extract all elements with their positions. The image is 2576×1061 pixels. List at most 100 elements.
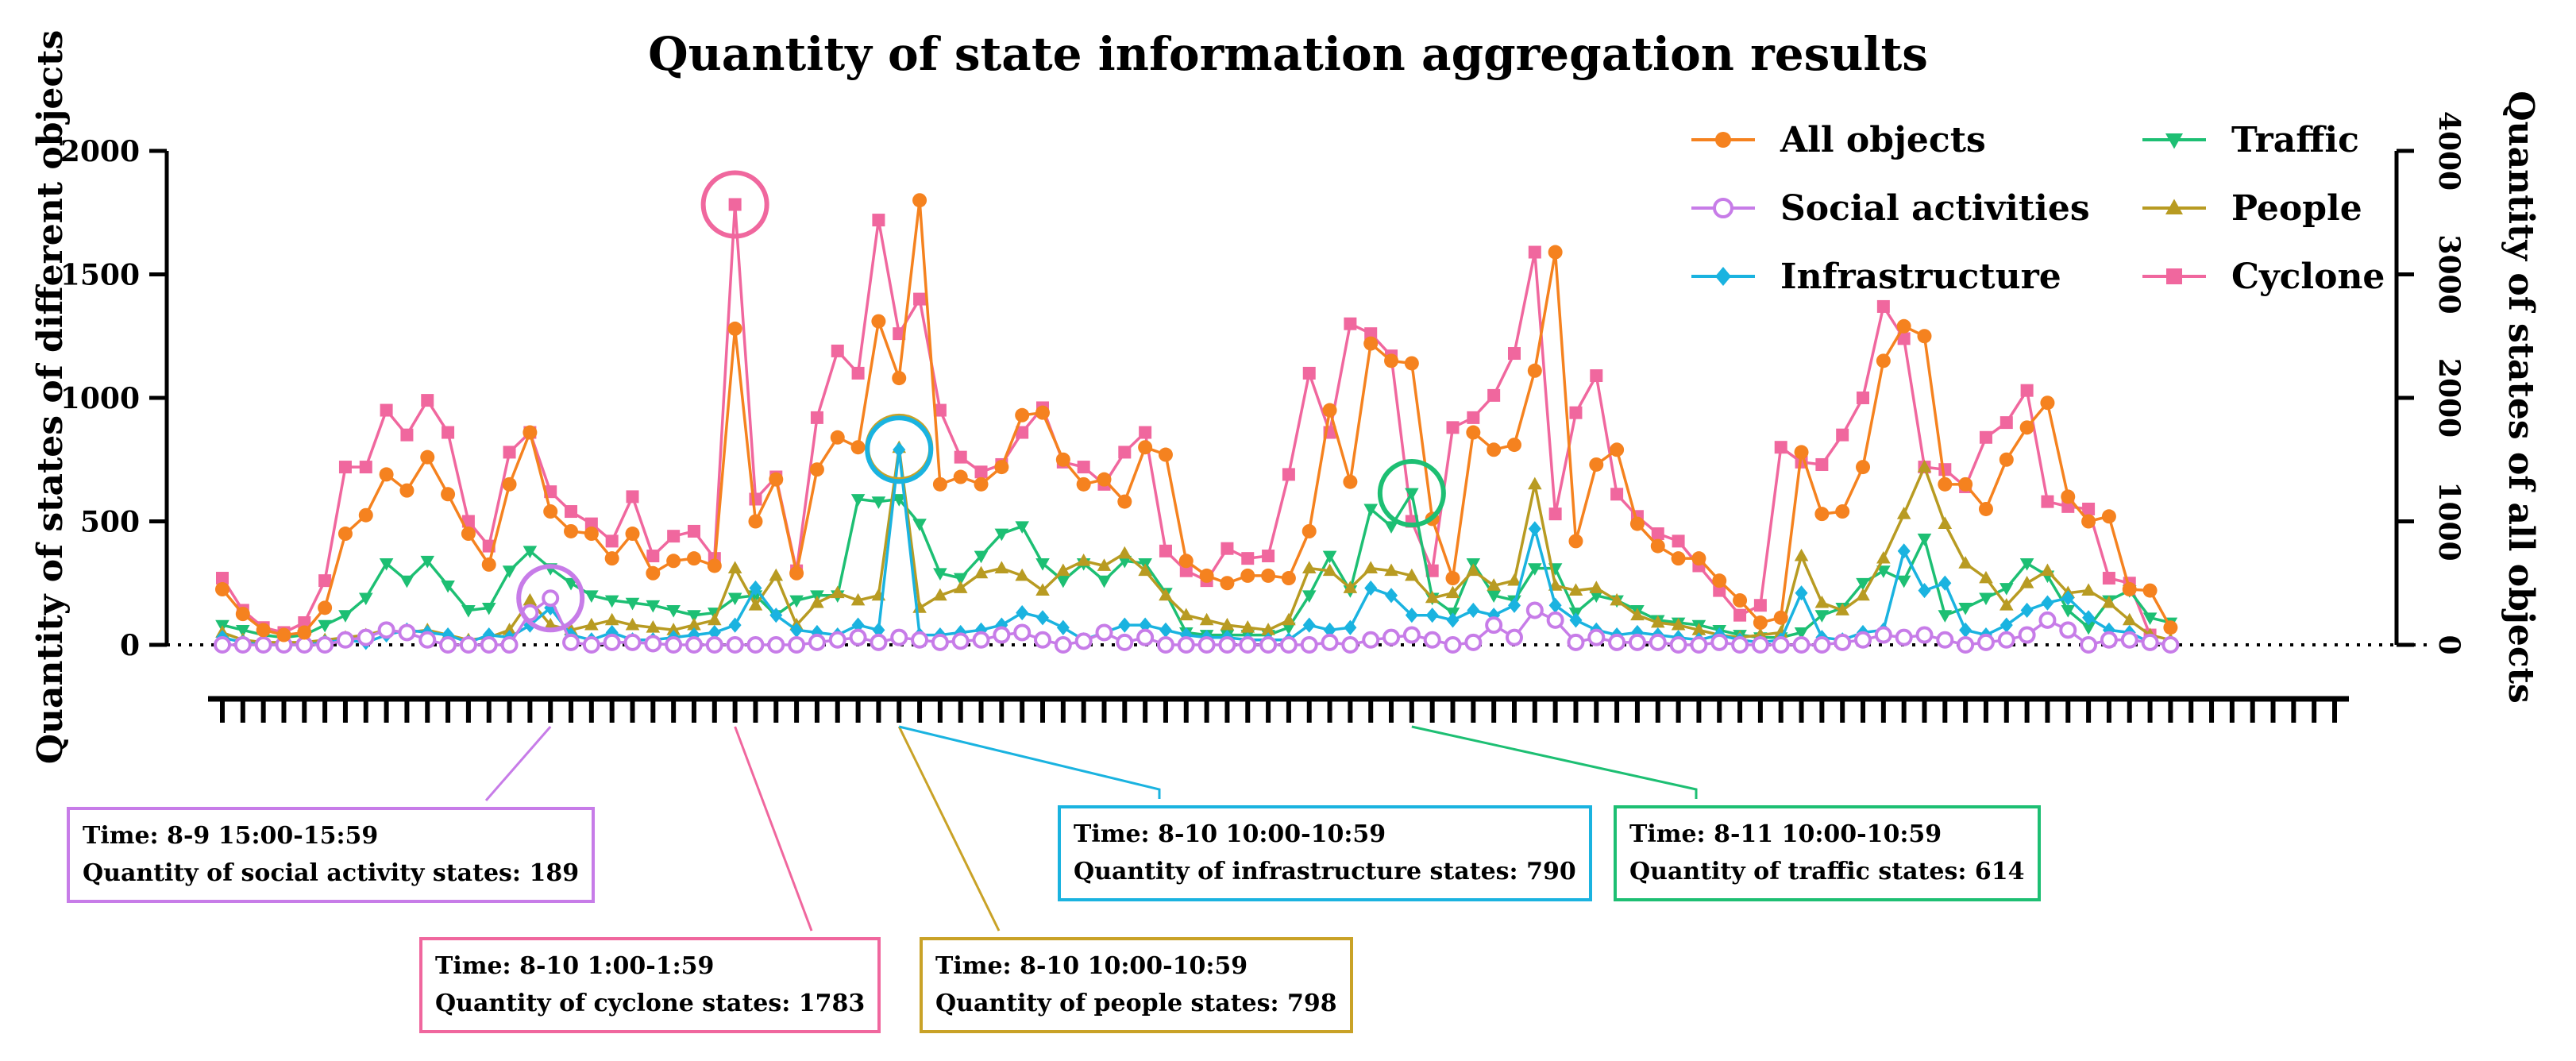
data-point	[359, 461, 372, 474]
data-point	[933, 568, 947, 581]
data-point	[1405, 568, 1419, 581]
data-point	[1568, 534, 1583, 549]
data-point	[850, 440, 866, 455]
data-point	[1239, 636, 1257, 654]
data-point	[892, 494, 907, 507]
data-point	[808, 633, 826, 651]
data-point	[933, 403, 947, 417]
data-point	[441, 580, 455, 593]
data-point	[728, 617, 742, 633]
data-point	[418, 631, 437, 649]
legend-label: All objects	[1780, 120, 1986, 160]
data-point	[337, 527, 353, 542]
data-point	[214, 636, 231, 654]
data-point	[1938, 610, 1953, 623]
data-point	[788, 636, 806, 654]
data-point	[1999, 598, 2014, 611]
data-point	[1343, 474, 1358, 489]
data-point	[994, 528, 1009, 542]
data-point	[1979, 570, 1993, 584]
data-point	[623, 633, 642, 651]
series-traffic	[215, 488, 2178, 645]
data-point	[1690, 636, 1708, 654]
data-point	[1384, 521, 1398, 534]
data-point	[2018, 626, 2036, 644]
data-point	[1896, 318, 1911, 334]
data-point	[1425, 608, 1439, 623]
data-point	[1487, 578, 1501, 591]
data-point	[646, 600, 661, 613]
data-point	[1629, 516, 1645, 531]
data-point	[1402, 626, 1421, 644]
data-point	[1179, 564, 1193, 577]
data-point	[276, 627, 291, 642]
callout-quantity: Quantity of infrastructure states: 790	[1074, 857, 1576, 885]
right-tick-label: 0	[2432, 635, 2466, 654]
data-point	[1794, 548, 1809, 561]
data-point	[1016, 426, 1029, 439]
data-point	[1034, 631, 1052, 649]
data-point	[2142, 583, 2158, 598]
data-point	[1548, 597, 1562, 613]
data-point	[421, 394, 434, 407]
data-point	[2059, 621, 2077, 639]
data-point	[2080, 636, 2098, 654]
data-point	[810, 411, 823, 424]
data-point	[1240, 568, 1255, 583]
data-point	[1445, 585, 1460, 599]
chart-title: Quantity of state information aggregatio…	[648, 27, 1928, 81]
legend-label: Social activities	[1780, 188, 2090, 229]
data-point	[666, 554, 681, 569]
data-point	[1097, 575, 1112, 588]
data-point	[1917, 459, 1932, 473]
data-point	[1548, 507, 1562, 521]
data-point	[1548, 245, 1563, 260]
data-point	[767, 636, 785, 654]
data-point	[1282, 612, 1296, 626]
data-point	[626, 490, 639, 503]
data-point	[502, 623, 517, 635]
data-point	[951, 632, 970, 650]
data-point	[1013, 623, 1032, 642]
data-point	[830, 585, 845, 599]
data-point	[358, 592, 373, 606]
data-point	[379, 558, 394, 571]
data-point	[1610, 442, 1625, 457]
data-point	[1876, 353, 1891, 368]
data-point	[1978, 501, 1993, 516]
data-point	[235, 607, 250, 622]
data-point	[1628, 633, 1646, 651]
data-point	[1116, 633, 1134, 651]
data-point	[1587, 628, 1606, 646]
legend-item-social-activities: Social activities	[1691, 188, 2090, 229]
data-point	[1035, 583, 1050, 596]
data-point	[1281, 571, 1296, 586]
data-point	[1363, 503, 1379, 517]
data-point	[1567, 633, 1585, 651]
data-point	[1199, 568, 1214, 583]
data-point	[2102, 572, 2115, 585]
data-point	[1610, 592, 1624, 606]
data-point	[379, 467, 394, 482]
data-point	[871, 496, 886, 509]
data-point	[1814, 595, 1830, 608]
data-point	[523, 546, 538, 559]
data-point	[1957, 636, 1975, 654]
data-point	[1445, 571, 1460, 586]
data-point	[584, 527, 599, 542]
data-point	[1404, 356, 1419, 371]
right-tick-label: 2000	[2432, 358, 2466, 438]
data-point	[1505, 628, 1523, 646]
data-point	[1608, 633, 1626, 651]
data-point	[1199, 612, 1214, 626]
data-point	[1651, 527, 1664, 541]
data-point	[1733, 593, 1748, 608]
callout-time: Time: 8-10 10:00-10:59	[1074, 820, 1386, 848]
data-point	[2141, 633, 2159, 651]
data-point	[687, 617, 701, 631]
data-point	[953, 581, 968, 593]
data-point	[1507, 347, 1521, 361]
data-point	[726, 636, 744, 654]
data-point	[1527, 363, 1542, 378]
data-point	[1385, 588, 1398, 604]
